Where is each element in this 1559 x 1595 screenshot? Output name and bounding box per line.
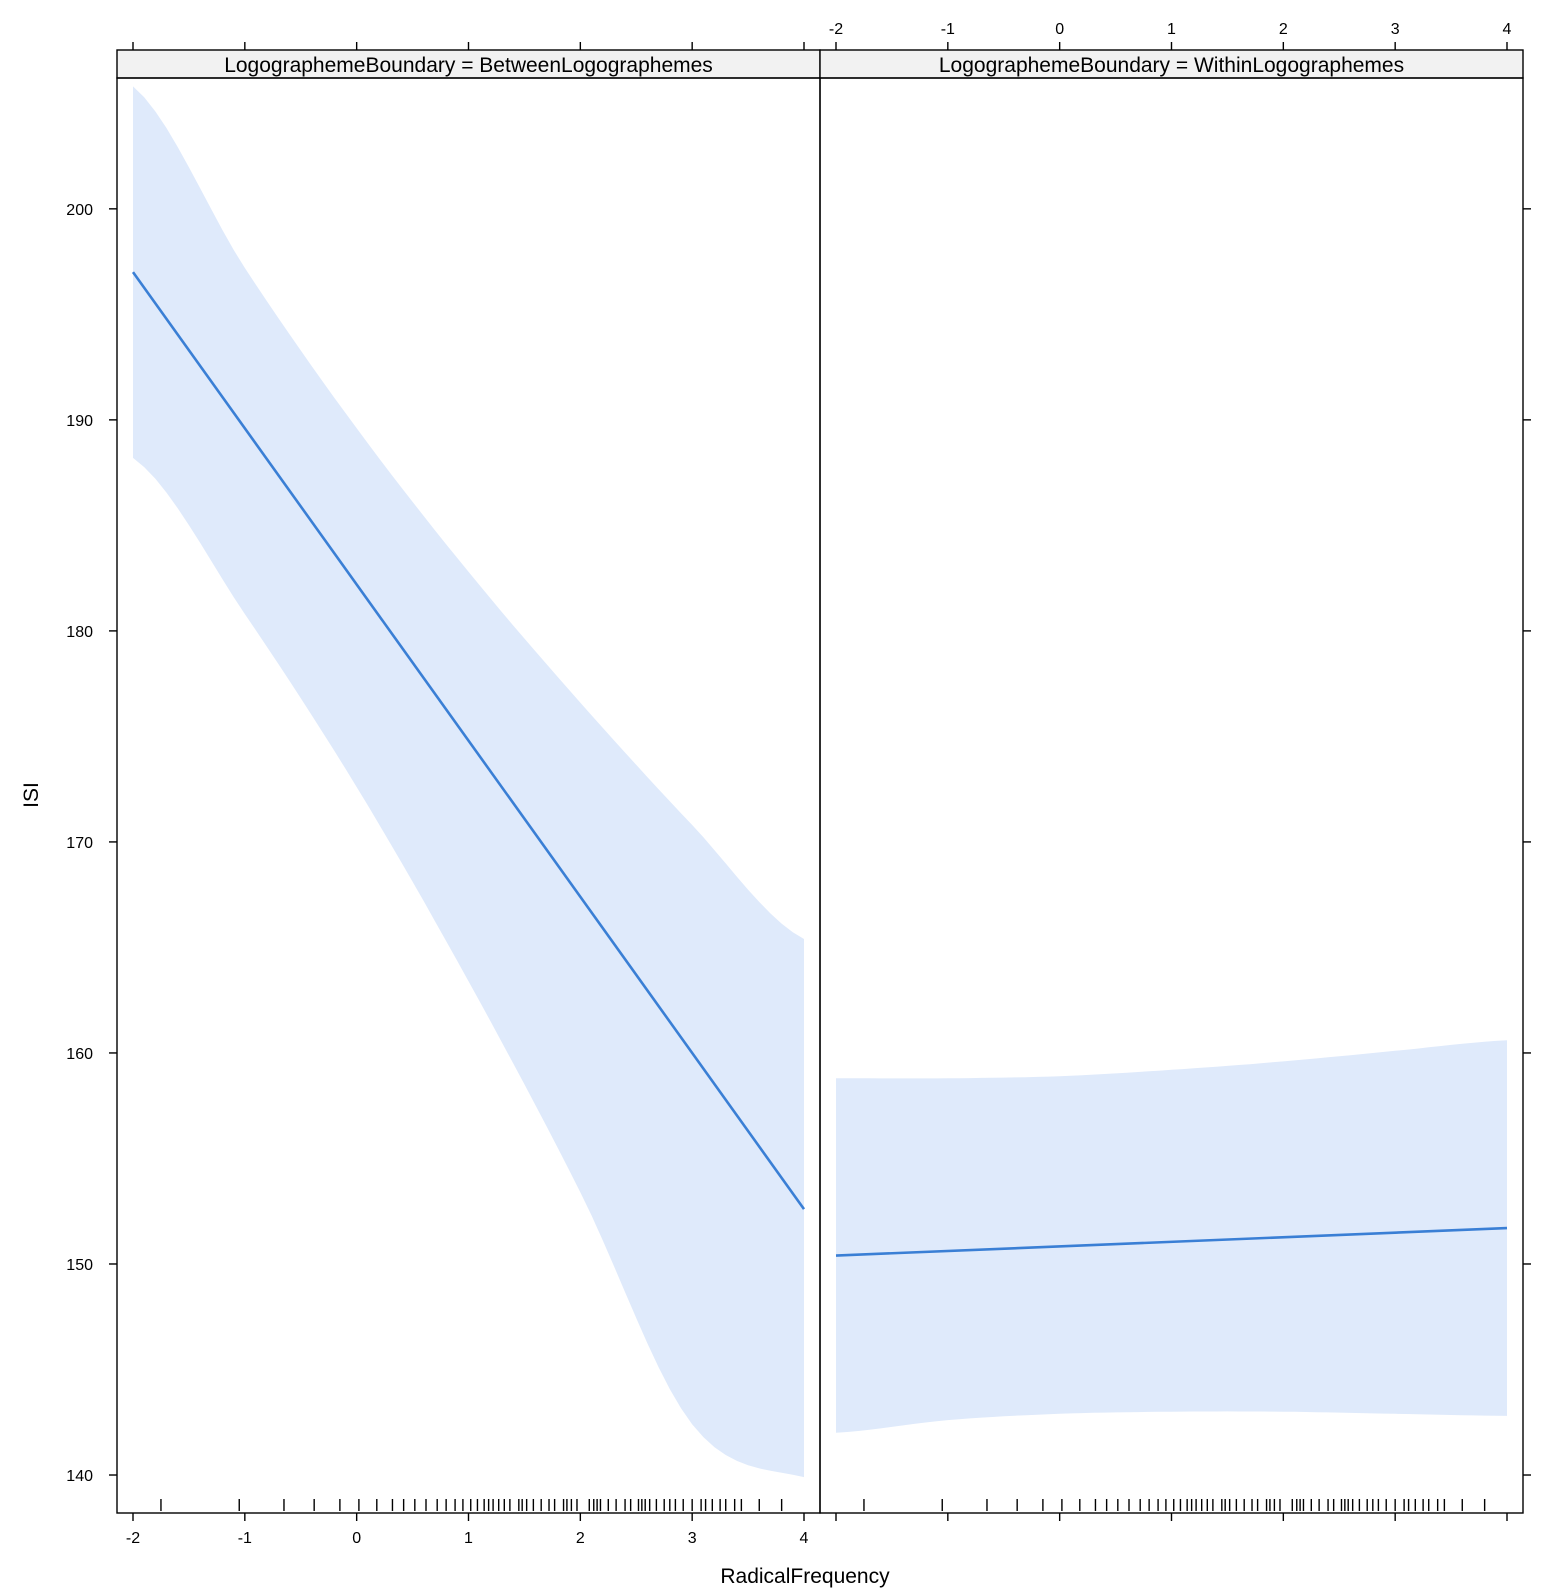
x-tick-label: 4 [800, 1530, 809, 1547]
x-tick-label: 1 [464, 1530, 473, 1547]
x-tick-label: -1 [941, 21, 955, 38]
x-tick-label: 2 [1279, 21, 1288, 38]
x-tick-label: 3 [688, 1530, 697, 1547]
panel-1: LogographemeBoundary = BetweenLogographe… [116, 42, 821, 1547]
y-tick-label: 140 [66, 1468, 93, 1485]
confidence-band [133, 86, 804, 1478]
y-tick-label: 200 [66, 202, 93, 219]
x-axis-label: RadicalFrequency [720, 1565, 890, 1588]
x-tick-label: 0 [352, 1530, 361, 1547]
x-tick-label: -2 [829, 21, 843, 38]
x-tick-label: 2 [576, 1530, 585, 1547]
y-axis-label: ISI [20, 782, 43, 808]
strip-bar [819, 49, 1524, 79]
strip-label: LogographemeBoundary = BetweenLogographe… [224, 54, 713, 77]
x-tick-label: 4 [1503, 21, 1512, 38]
fit-line [835, 1226, 1508, 1257]
fit-line [131, 271, 806, 1210]
x-tick-label: 0 [1055, 21, 1064, 38]
x-tick-label: -2 [126, 1530, 140, 1547]
y-tick-label: 160 [66, 1046, 93, 1063]
y-tick-label: 150 [66, 1257, 93, 1274]
x-tick-label: 3 [1391, 21, 1400, 38]
y-tick-label: 180 [66, 624, 93, 641]
x-tick-label: -1 [238, 1530, 252, 1547]
strip-label: LogographemeBoundary = WithinLogographem… [939, 54, 1404, 77]
x-tick-label: 1 [1167, 21, 1176, 38]
panel-2: LogographemeBoundary = WithinLogographem… [819, 21, 1524, 1521]
panels-group: LogographemeBoundary = BetweenLogographe… [66, 21, 1531, 1547]
confidence-band [836, 1040, 1507, 1433]
y-tick-label: 190 [66, 413, 93, 430]
y-tick-label: 170 [66, 835, 93, 852]
